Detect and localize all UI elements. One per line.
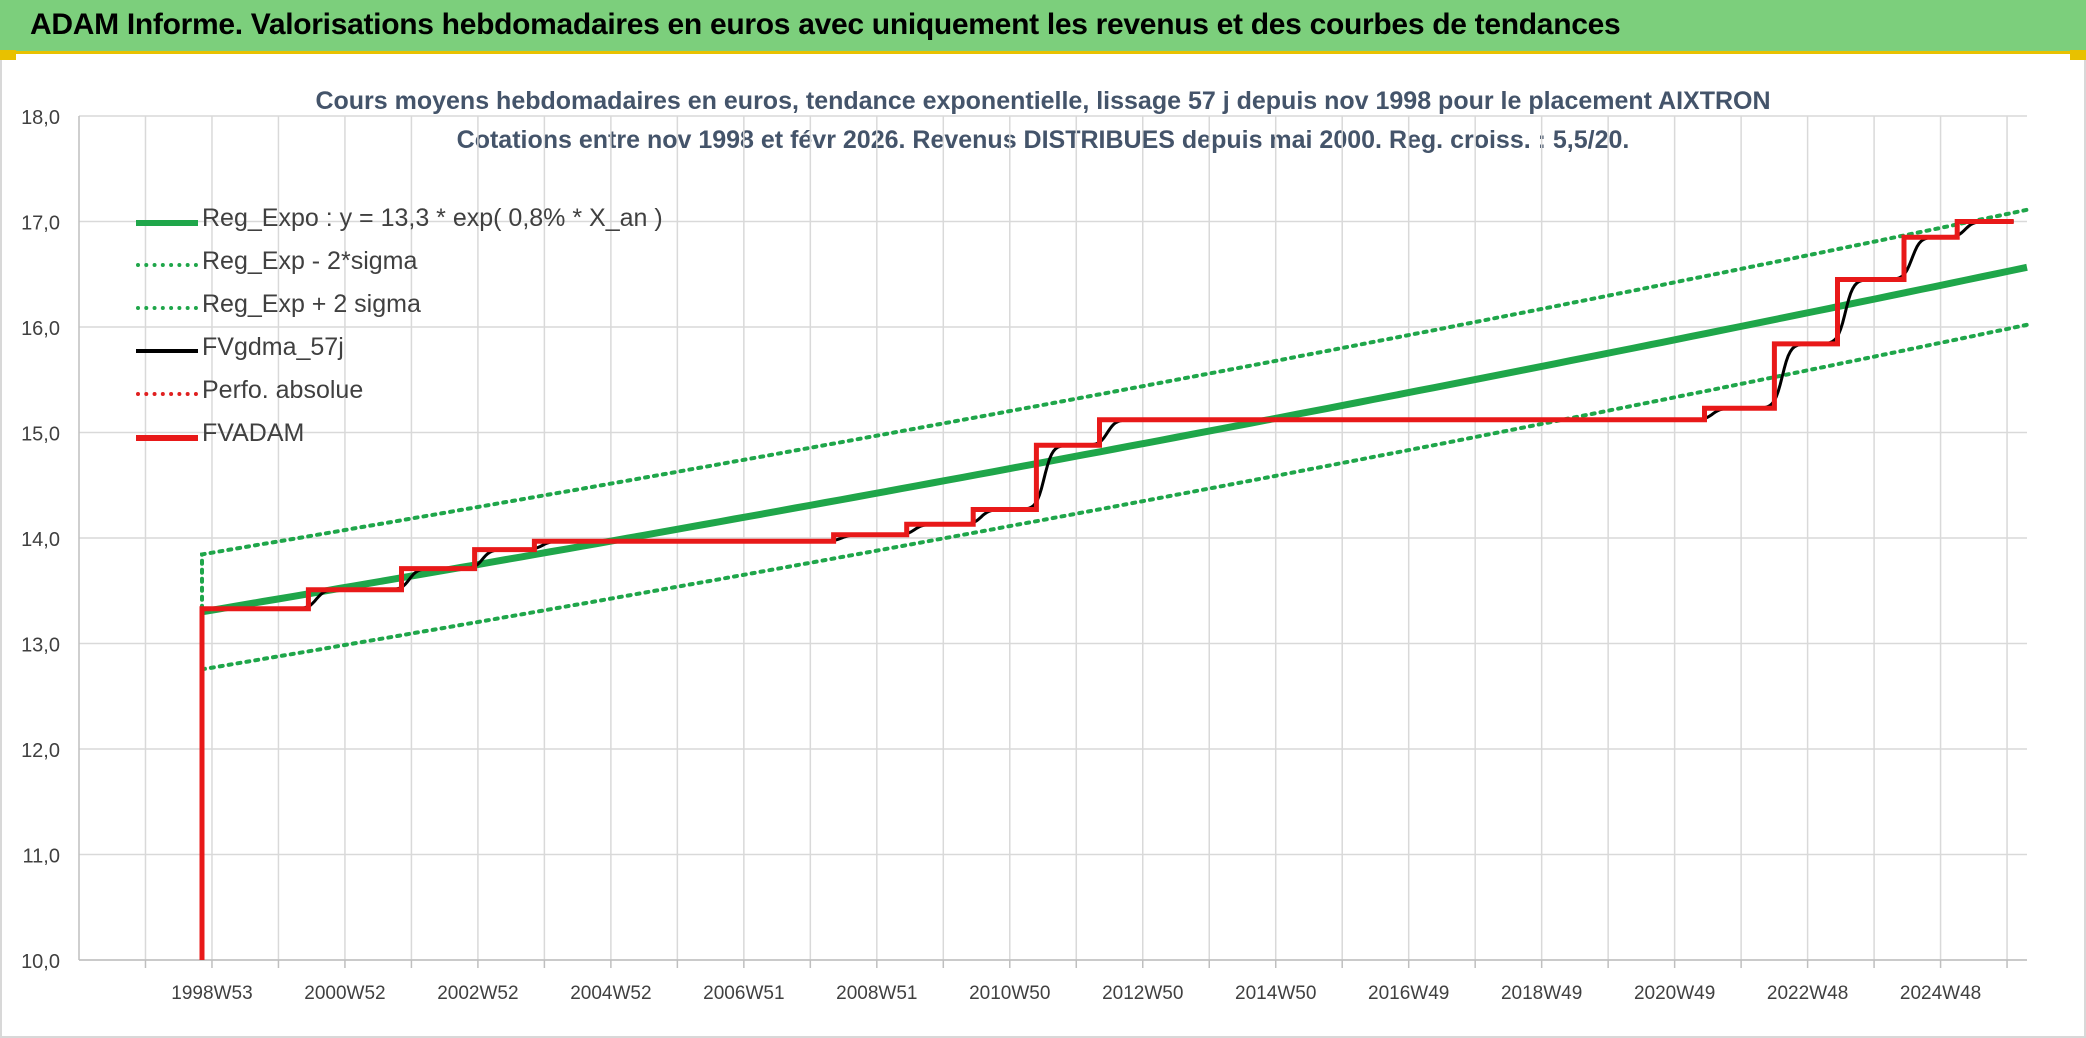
chart-title-line-2: Cotations entre nov 1998 et févr 2026. R… — [456, 126, 1630, 154]
report-banner: ADAM Informe. Valorisations hebdomadaire… — [0, 0, 2086, 54]
legend-swatch-high — [136, 306, 198, 310]
x-tick-label: 2004W52 — [570, 983, 651, 1004]
y-tick-label: 13,0 — [21, 635, 60, 657]
corner-marker-right — [2070, 50, 2086, 60]
chart-title: Cours moyens hebdomadaires en euros, ten… — [0, 82, 2086, 160]
chart-title-line-1: Cours moyens hebdomadaires en euros, ten… — [315, 87, 1771, 115]
chart-series — [199, 207, 2029, 960]
report-title: ADAM Informe. Valorisations hebdomadaire… — [30, 8, 1621, 41]
legend-swatch-smooth — [136, 349, 198, 353]
x-tick-label: 1998W53 — [171, 983, 252, 1004]
corner-marker-left — [0, 50, 16, 60]
series-reg-minus-2sigma — [200, 322, 2029, 672]
legend-label-low: Reg_Exp - 2*sigma — [202, 247, 418, 275]
legend-swatch-low — [136, 263, 198, 267]
y-tick-label: 16,0 — [21, 318, 60, 340]
x-tick-label: 2024W48 — [1900, 983, 1981, 1004]
x-tick-label: 2010W50 — [969, 983, 1050, 1004]
y-tick-label: 17,0 — [21, 213, 60, 235]
y-tick-label: 18,0 — [21, 107, 60, 129]
chart-gridlines — [79, 115, 2027, 961]
x-tick-label: 2014W50 — [1235, 983, 1316, 1004]
series-fvadam — [199, 219, 2014, 960]
y-axis: 10,0 11,0 12,0 13,0 14,0 15,0 16,0 17,0 18,0 — [21, 107, 60, 973]
legend-swatch-perf — [136, 392, 198, 396]
x-axis: 1998W53 2000W52 2002W52 2004W52 2006W51 2008W… — [78, 116, 2027, 1004]
x-tick-label: 2016W49 — [1368, 983, 1449, 1004]
x-tick-label: 2020W49 — [1634, 983, 1715, 1004]
legend-label-smooth: FVgdma_57j — [202, 333, 344, 361]
x-tick-label: 2018W49 — [1501, 983, 1582, 1004]
y-tick-label: 10,0 — [21, 951, 60, 973]
legend-swatch-reg — [136, 220, 198, 226]
legend-swatch-fvadam — [136, 435, 198, 441]
y-tick-label: 15,0 — [21, 424, 60, 446]
x-tick-label: 2002W52 — [437, 983, 518, 1004]
y-tick-label: 11,0 — [23, 846, 60, 868]
legend-label-perf: Perfo. absolue — [202, 376, 364, 404]
legend-label-fvadam: FVADAM — [202, 419, 305, 447]
series-reg-expo — [201, 263, 2028, 616]
y-tick-label: 14,0 — [21, 529, 60, 551]
x-tick-label: 2006W51 — [703, 983, 784, 1004]
legend-label-reg: Reg_Expo : y = 13,3 * exp( 0,8% * X_an ) — [202, 204, 663, 232]
series-reg-plus-2sigma — [200, 207, 2029, 611]
legend-label-high: Reg_Exp + 2 sigma — [202, 290, 421, 318]
x-tick-label: 2000W52 — [304, 983, 385, 1004]
x-tick-label: 2012W50 — [1102, 983, 1183, 1004]
x-tick-label: 2022W48 — [1767, 983, 1848, 1004]
y-tick-label: 12,0 — [21, 740, 60, 762]
x-tick-label: 2008W51 — [836, 983, 917, 1004]
